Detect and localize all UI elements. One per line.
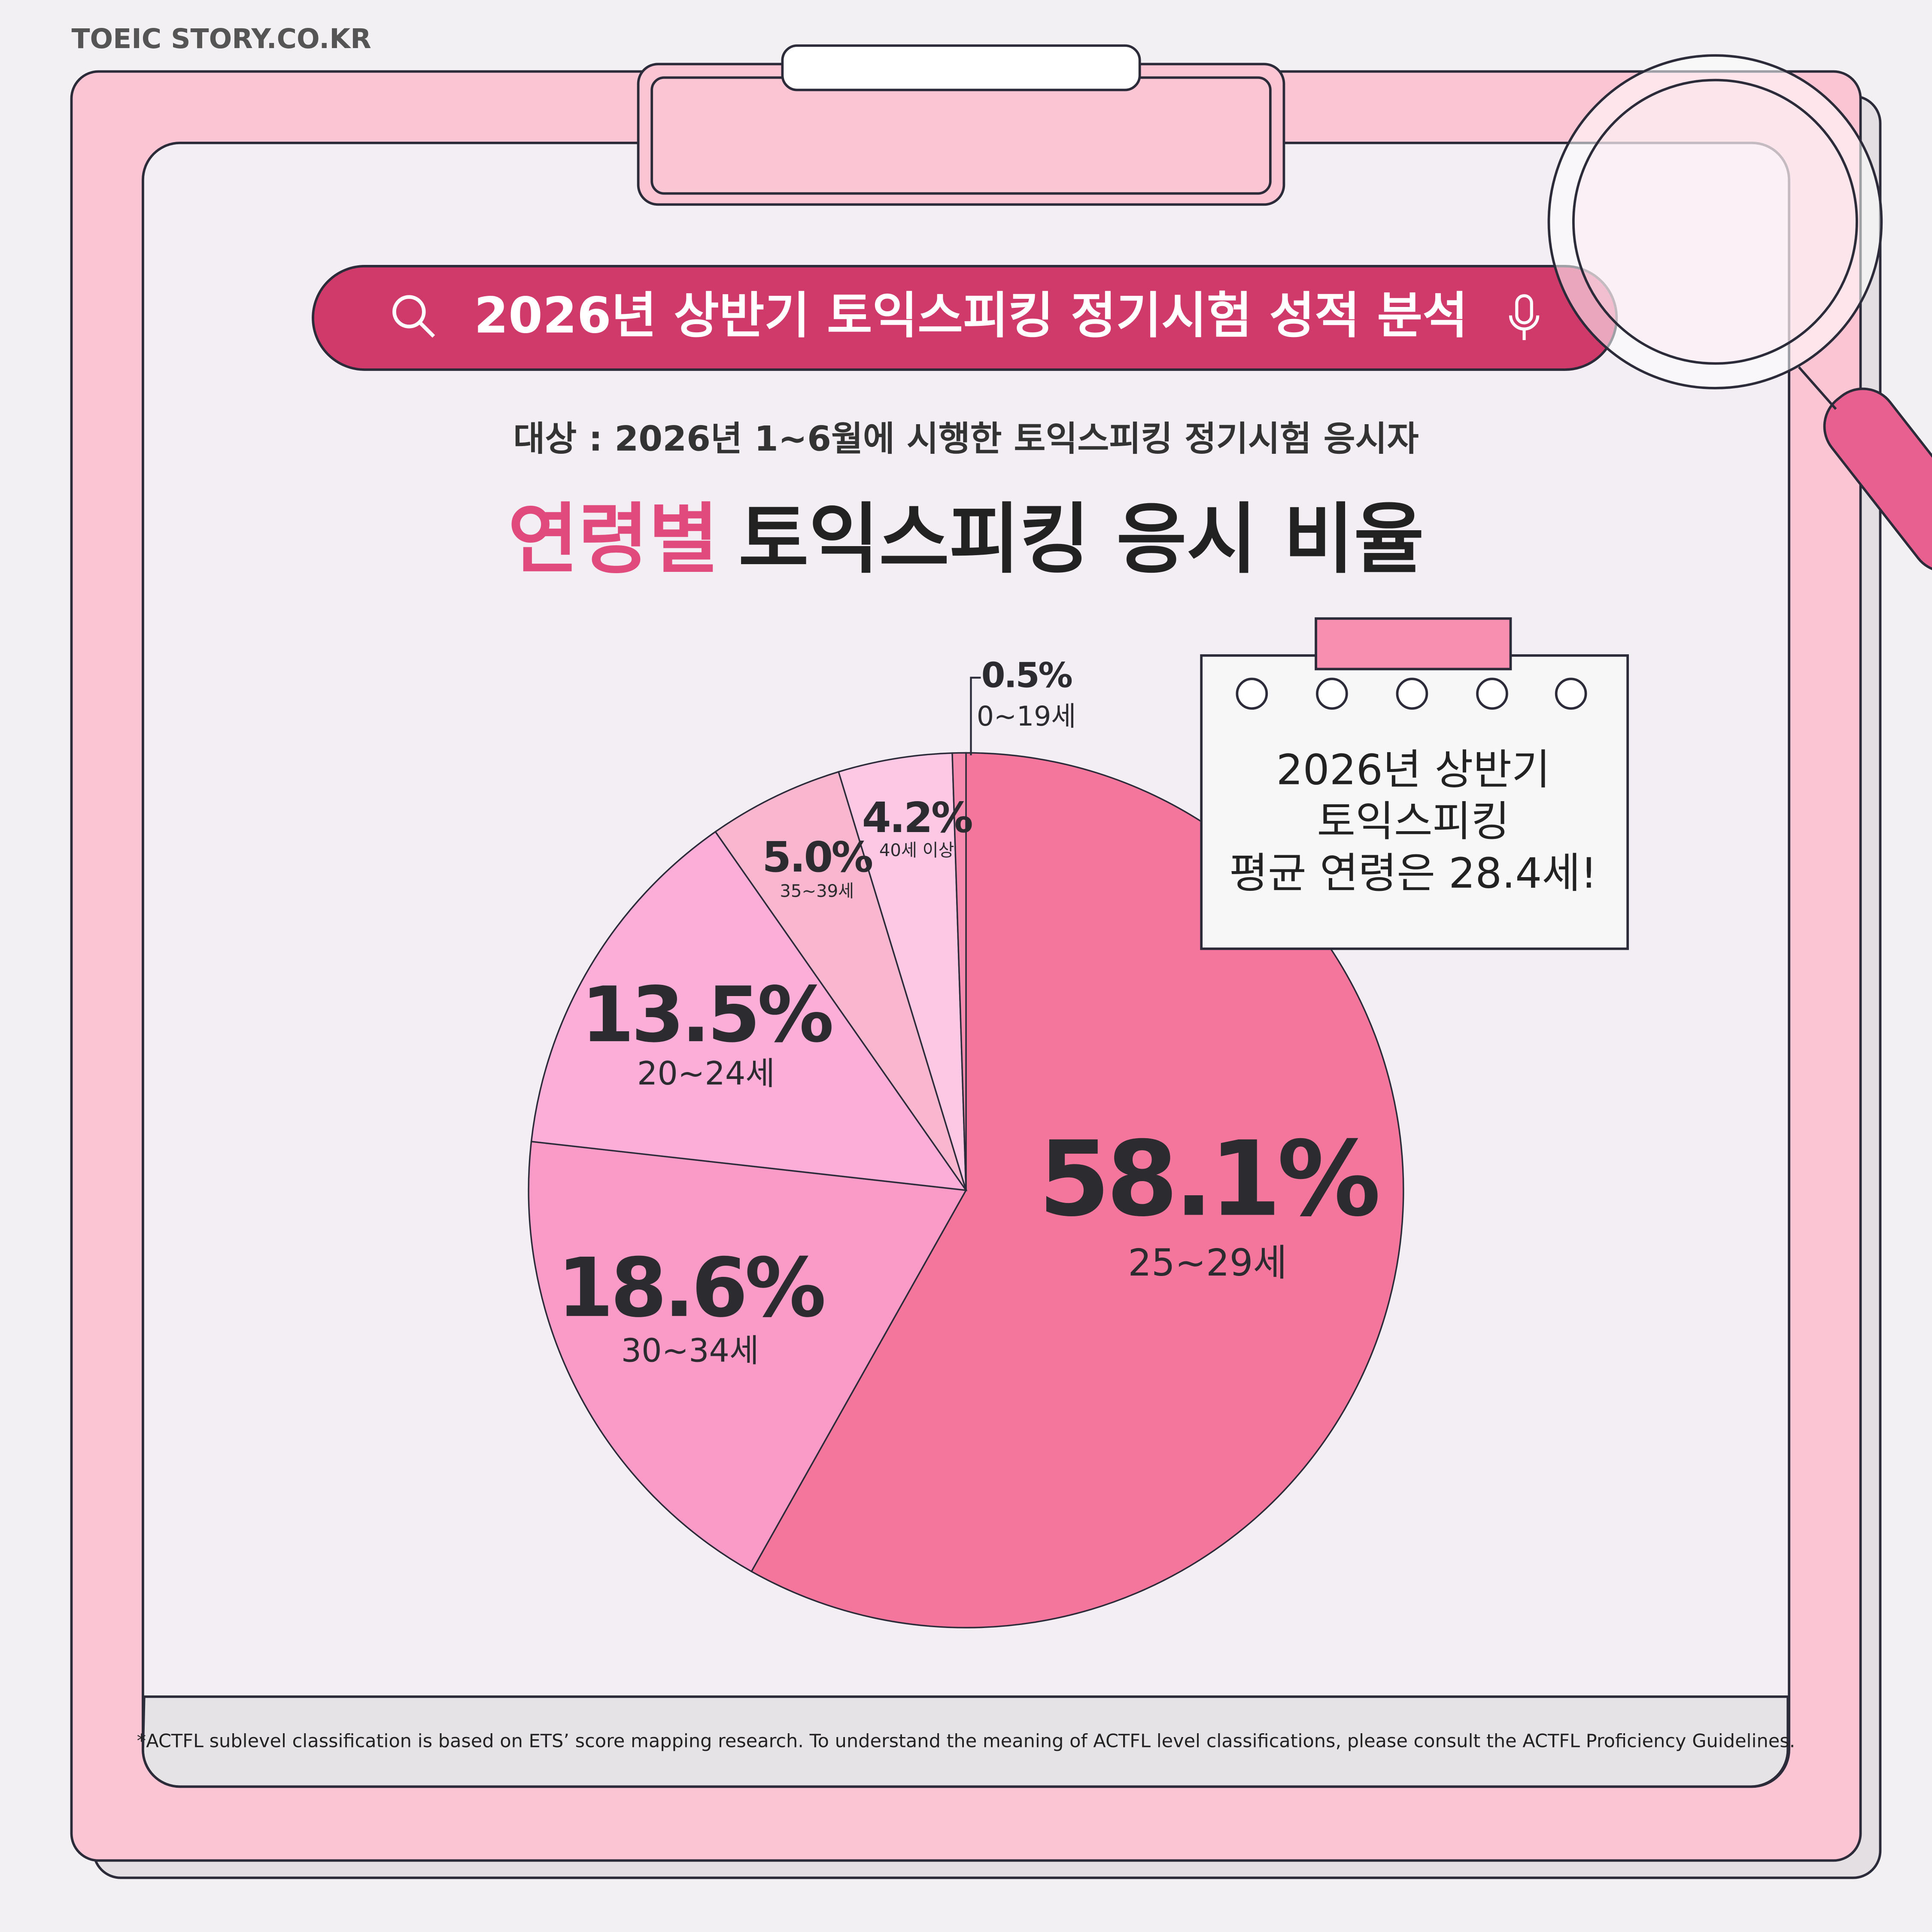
magnifier-rim [1547, 54, 1883, 389]
note-ring [1316, 677, 1348, 710]
note-tape [1315, 617, 1512, 671]
title-rest: 토익스피킹 응시 비율 [738, 495, 1424, 583]
footer-band [142, 1695, 1789, 1788]
category-label: 20~24세 [637, 1055, 775, 1092]
category-label: 30~34세 [621, 1332, 759, 1370]
magnifier-neck [1798, 366, 1837, 410]
note-ring [1396, 677, 1428, 710]
note-ring [1476, 677, 1508, 710]
category-label: 0~19세 [977, 700, 1076, 732]
note-ring [1555, 677, 1587, 710]
magnifier-handle [1823, 387, 1932, 573]
note-line: 평균 연령은 28.4세! [1229, 849, 1597, 898]
note-ring [1236, 677, 1268, 710]
value-label: 4.2% [862, 793, 972, 842]
note-line: 토익스피킹 [1317, 797, 1510, 846]
pie-chart: 58.1%25~29세 18.6%30~34세 13.5%20~24세 5.0%35~… [528, 655, 1404, 1628]
search-icon [392, 295, 426, 328]
clip-tab [781, 44, 1141, 91]
magnifier-lens [1572, 79, 1858, 365]
mic-icon [1515, 294, 1533, 325]
value-label: 13.5% [581, 970, 832, 1059]
value-label: 58.1% [1038, 1119, 1377, 1239]
category-label: 35~39세 [780, 881, 854, 901]
search-icon-handle [419, 321, 435, 338]
handle [1823, 387, 1932, 573]
note: 2026년 상반기 토익스피킹 평균 연령은 28.4세! [1200, 617, 1629, 950]
pie-slice [838, 752, 967, 1191]
pie-slice [951, 752, 967, 1191]
title: 연령별 토익스피킹 응시 비율 [508, 495, 1424, 583]
footnote: *ACTFL sublevel classification is based … [137, 1731, 1795, 1752]
category-label: 40세 이상 [879, 841, 954, 860]
site-name: TOEIC STORY.CO.KR [71, 23, 371, 55]
note-line: 2026년 상반기 [1276, 745, 1550, 794]
pie-slice [530, 830, 968, 1191]
subtitle: 대상 : 2026년 1~6월에 시행한 토익스피킹 정기시험 응시자 [513, 418, 1419, 459]
header-title: 2026년 상반기 토익스피킹 정기시험 성적 분석 [474, 287, 1467, 345]
category-label: 25~29세 [1128, 1242, 1287, 1285]
title-highlight: 연령별 [508, 495, 719, 583]
value-label: 5.0% [762, 833, 872, 882]
leader-line [970, 677, 981, 756]
value-label: 18.6% [557, 1240, 824, 1335]
value-label: 0.5% [981, 655, 1072, 695]
pie-slice [528, 1140, 967, 1573]
pie-slice [714, 771, 967, 1191]
mic-icon-stand [1509, 315, 1540, 340]
